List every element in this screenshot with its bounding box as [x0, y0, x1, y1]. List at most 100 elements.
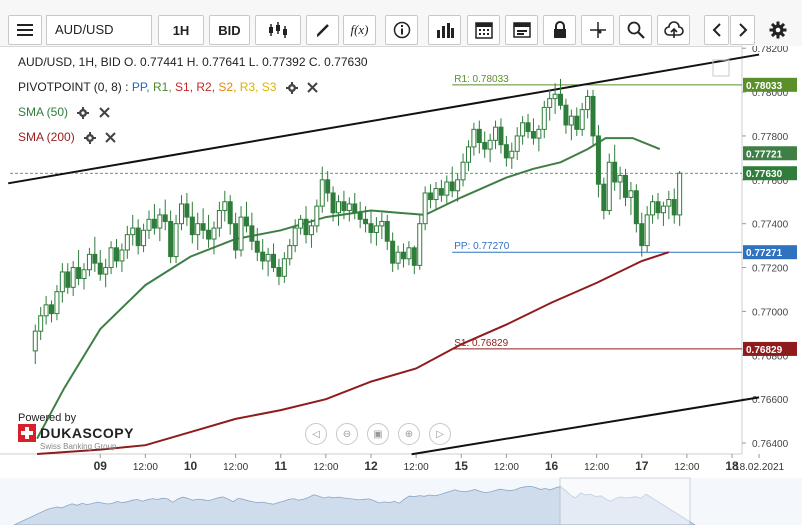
candle-body	[644, 214, 650, 247]
zoom-out-button[interactable]: ⊖	[336, 423, 358, 445]
scroll-left-button[interactable]	[704, 15, 729, 45]
candle-body	[130, 227, 136, 236]
pivot-item-s3: S3	[261, 80, 277, 94]
nav-back-button[interactable]: ◁	[305, 423, 327, 445]
candle-body	[265, 253, 271, 262]
lock-button[interactable]	[543, 15, 576, 45]
chart-area[interactable]: 0.78200 0.78000 0.77800 0.77600 0.77400 0.772…	[0, 44, 802, 526]
price-sma50-tag-label: 0.77721	[746, 149, 783, 160]
indicators-button[interactable]: f(x)	[343, 15, 376, 45]
hamburger-icon	[17, 24, 33, 36]
layout-button[interactable]	[505, 15, 538, 45]
y-tick-label: 0.77800	[752, 132, 789, 143]
ohlc-legend: AUD/USD, 1H, BID O. 0.77441 H. 0.77641 L…	[18, 55, 368, 69]
price-pp-tag	[743, 245, 797, 260]
magnifier-icon	[627, 21, 645, 39]
candle-body	[260, 251, 266, 262]
x-tick-label: 12:00	[223, 462, 248, 473]
powered-by-text: Powered by	[18, 412, 77, 424]
lock-icon	[553, 21, 566, 38]
candle-body	[590, 95, 596, 137]
candle-body	[476, 128, 482, 144]
scroll-right-button[interactable]	[730, 15, 755, 45]
x-tick-label: 17	[635, 459, 649, 473]
candle-body	[579, 109, 585, 130]
chart-type-button[interactable]	[255, 15, 301, 45]
calendar-icon	[474, 22, 493, 39]
volume-button[interactable]	[428, 15, 461, 45]
candle-body	[639, 223, 645, 247]
pivot-line-label-s1: S1: 0.76829	[454, 338, 508, 349]
triangle-right-icon: ▷	[436, 428, 444, 440]
menu-button[interactable]	[8, 15, 42, 45]
pivot-name: PIVOTPOINT (0, 8)	[18, 80, 122, 94]
candle-body	[444, 181, 450, 196]
timeframe-button[interactable]: 1H	[158, 15, 204, 45]
candle-body	[124, 234, 130, 251]
calendar-button[interactable]	[467, 15, 500, 45]
candle-body	[308, 225, 314, 236]
sma200-label: SMA (200)	[18, 130, 75, 144]
candle-body	[233, 223, 239, 251]
candle-body	[493, 126, 499, 141]
price-chart[interactable]: 0.78200 0.78000 0.77800 0.77600 0.77400 0.772…	[0, 44, 802, 526]
side-button[interactable]: BID	[209, 15, 250, 45]
crosshair-icon	[589, 22, 606, 38]
pivot-item-r1: R1,	[152, 80, 172, 94]
sma200-close-icon[interactable]	[105, 132, 117, 144]
crosshair-button[interactable]	[581, 15, 614, 45]
channel-lower-line	[411, 396, 760, 456]
x-tick-label: 15	[455, 459, 469, 473]
candle-body	[206, 229, 212, 240]
candle-body	[487, 139, 493, 150]
candle-body	[400, 251, 406, 260]
candle-body	[520, 122, 526, 137]
symbol-input[interactable]: AUD/USD	[46, 15, 152, 45]
candle-body	[292, 227, 298, 247]
candle-body	[363, 218, 369, 225]
candle-body	[541, 106, 547, 130]
candle-body	[195, 223, 201, 236]
navigator-window	[559, 477, 691, 526]
candle-body	[222, 201, 228, 212]
candle-body	[319, 179, 325, 207]
draw-tool-button[interactable]	[306, 15, 339, 45]
pivot-settings-icon[interactable]	[285, 81, 298, 94]
pivot-close-icon[interactable]	[307, 82, 318, 94]
candle-body	[216, 210, 222, 229]
candle-body	[97, 262, 103, 275]
pivot-sep: :	[125, 80, 129, 94]
info-button[interactable]	[385, 15, 418, 45]
channel-upper-line	[8, 53, 760, 185]
candle-body	[271, 253, 277, 269]
candle-body	[574, 115, 580, 130]
candle-body	[38, 315, 44, 332]
candle-body	[76, 267, 82, 280]
candles-icon	[269, 22, 287, 38]
sma200-settings-icon[interactable]	[84, 131, 97, 144]
gear-icon	[769, 21, 787, 39]
x-tick-label: 12:00	[313, 462, 338, 473]
y-axis-panel	[742, 46, 802, 525]
zoom-in-button[interactable]: ⊕	[398, 423, 420, 445]
sma50-close-icon[interactable]	[98, 107, 110, 119]
fit-button[interactable]: ▣	[367, 423, 389, 445]
sma50-settings-icon[interactable]	[77, 106, 90, 119]
pivot-legend: PIVOTPOINT (0, 8) : PP, R1, S1, R2, S2, …	[18, 80, 318, 94]
info-icon	[393, 21, 410, 39]
layout-icon	[512, 22, 531, 38]
settings-button[interactable]	[762, 15, 794, 45]
candle-body	[178, 203, 184, 225]
candle-body	[666, 199, 672, 207]
candle-body	[32, 330, 38, 352]
x-tick-label: 09	[94, 459, 108, 473]
sma50-label: SMA (50)	[18, 105, 69, 119]
zoom-button[interactable]	[619, 15, 652, 45]
nav-forward-button[interactable]: ▷	[429, 423, 451, 445]
candle-body	[379, 220, 385, 227]
upload-button[interactable]	[657, 15, 690, 45]
candle-body	[601, 183, 607, 212]
candle-body	[281, 258, 287, 277]
candle-body	[162, 214, 168, 222]
candle-body	[628, 190, 634, 198]
